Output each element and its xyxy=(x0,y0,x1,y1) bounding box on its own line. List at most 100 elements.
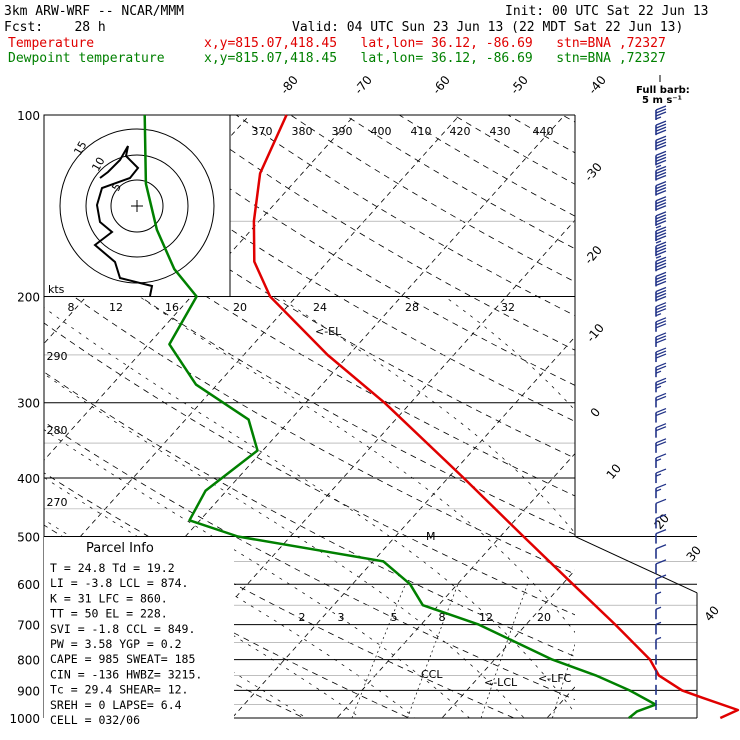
dry-adiabat xyxy=(72,115,575,422)
parcel-info-row: LI = -3.8 LCL = 874. xyxy=(50,576,188,590)
theta-label: 390 xyxy=(332,125,353,138)
dry-adiabat-label: 270 xyxy=(47,496,68,509)
isotherm-line xyxy=(441,569,575,718)
wind-barb xyxy=(655,347,667,363)
dry-adiabat xyxy=(507,115,575,154)
dry-adiabat xyxy=(44,524,410,718)
temp-top-label: -50 xyxy=(508,73,531,97)
wind-barb xyxy=(655,120,667,136)
wind-barb xyxy=(655,377,667,393)
wind-barb xyxy=(655,286,667,302)
wind-barb xyxy=(655,621,662,635)
temperature-profile-line xyxy=(252,114,740,720)
temp-right-label: 20 xyxy=(652,511,673,532)
wind-barb xyxy=(655,498,667,514)
full-barb-units: 5 m s⁻¹ xyxy=(642,95,682,106)
moist-adiabat xyxy=(612,297,740,731)
temp-right-label: 30 xyxy=(684,543,705,564)
parcel-info-row: PW = 3.58 YGP = 0.2 xyxy=(50,637,182,651)
wind-barb xyxy=(655,513,667,529)
moist-adiabat xyxy=(44,307,575,714)
moist-adiabat xyxy=(139,296,575,633)
dry-adiabat-label: 290 xyxy=(47,350,68,363)
parcel-info-row: SREH = 0 LAPSE= 6.4 xyxy=(50,698,182,712)
mixing-ratio-line xyxy=(617,584,656,718)
mixing-ratio-lower-label: 2 xyxy=(299,611,306,624)
mark-m: M xyxy=(426,530,436,543)
moist-adiabat xyxy=(44,429,471,718)
wind-barb xyxy=(655,196,667,211)
init-time: Init: 00 UTC Sat 22 Jun 13 xyxy=(505,4,709,19)
wind-barb xyxy=(655,606,662,620)
isotherm-line xyxy=(336,452,575,718)
dry-adiabat xyxy=(44,322,575,616)
temperature-location: x,y=815.07,418.45 lat,lon= 36.12, -86.69… xyxy=(204,36,666,51)
pressure-label: 700 xyxy=(17,619,40,633)
theta-label: 380 xyxy=(292,125,313,138)
wind-barb xyxy=(655,226,667,244)
dry-adiabat xyxy=(44,371,575,658)
temp-right-label: -10 xyxy=(584,321,607,345)
temp-right-label: 0 xyxy=(588,405,604,420)
dry-adiabat xyxy=(399,115,575,217)
hodograph-ring-label: 10 xyxy=(89,155,107,174)
moist-adiabat xyxy=(277,296,575,534)
pressure-label: 200 xyxy=(17,291,40,305)
mixing-ratio-upper-label: 8 xyxy=(68,301,75,314)
full-barb-label: Full barb: xyxy=(636,85,690,96)
wind-barb xyxy=(655,407,667,423)
wind-barb xyxy=(655,317,667,332)
theta-label: 430 xyxy=(490,125,511,138)
mixing-ratio-lower-label: 3 xyxy=(338,611,345,624)
mixing-ratio-upper-label: 28 xyxy=(405,301,419,314)
wind-barb xyxy=(655,423,667,438)
pressure-label: 800 xyxy=(17,654,40,668)
ccl-marker: CCL xyxy=(421,668,443,681)
dewpoint-legend-label: Dewpoint temperature xyxy=(8,51,165,66)
wind-barb xyxy=(655,256,667,272)
isotherm-line xyxy=(546,686,575,718)
mixing-ratio-lower-label: 5 xyxy=(391,611,398,624)
pressure-label: 900 xyxy=(17,684,40,698)
wind-barb xyxy=(655,392,667,408)
wind-barb xyxy=(655,528,667,544)
mixing-ratio-lower-label: 12 xyxy=(479,611,493,624)
pressure-label: 500 xyxy=(17,530,40,544)
hodograph-ring xyxy=(85,154,189,258)
sounding-profiles xyxy=(143,114,740,720)
wind-barb xyxy=(655,332,667,347)
dry-adiabat xyxy=(290,115,575,283)
mixing-ratio-line xyxy=(351,584,406,718)
mixing-ratio-line xyxy=(480,584,528,718)
pressure-label: 100 xyxy=(17,109,40,123)
temp-top-label: -80 xyxy=(278,73,301,97)
parcel-info-row: CAPE = 985 SWEAT= 185 xyxy=(50,652,195,666)
kts-label: kts xyxy=(48,283,65,296)
isotherm-line xyxy=(231,336,575,718)
parcel-info-row: Tc = 29.4 SHEAR= 12. xyxy=(50,683,188,697)
pressure-label: 1000 xyxy=(9,712,40,726)
theta-label: 400 xyxy=(371,125,392,138)
mixing-ratio-lower-label: 8 xyxy=(439,611,446,624)
wind-barbs xyxy=(655,105,667,710)
lfc-marker: <-LFC xyxy=(538,672,572,685)
dry-adiabat xyxy=(235,115,575,317)
wind-barb xyxy=(655,574,667,589)
isotherm-line xyxy=(44,115,461,578)
parcel-info-row: TT = 50 EL = 228. xyxy=(50,607,168,621)
temp-right-label: 40 xyxy=(702,603,723,624)
pressure-label: 400 xyxy=(17,472,40,486)
el-marker: <-EL xyxy=(315,325,342,338)
wind-barb xyxy=(655,211,667,229)
wind-barb xyxy=(655,453,667,468)
wind-barb xyxy=(655,165,667,181)
wind-barb xyxy=(655,438,667,453)
parcel-info-row: T = 24.8 Td = 19.2 xyxy=(50,561,175,575)
mixing-ratio-upper-label: 20 xyxy=(233,301,247,314)
wind-barb xyxy=(655,544,667,559)
model-title: 3km ARW-WRF -- NCAR/MMM xyxy=(4,4,184,19)
hodograph-ring-label: 15 xyxy=(71,139,89,158)
temperature-legend-label: Temperature xyxy=(8,36,94,51)
valid-time: Valid: 04 UTC Sun 23 Jun 13 (22 MDT Sat … xyxy=(292,20,683,35)
